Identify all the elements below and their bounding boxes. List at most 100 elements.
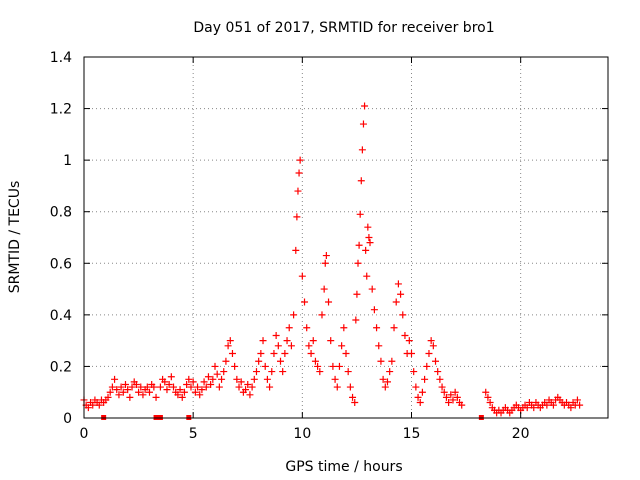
data-point xyxy=(121,380,129,388)
x-tick-label: 10 xyxy=(293,426,311,442)
data-point xyxy=(320,285,328,293)
data-point xyxy=(451,388,459,396)
data-point xyxy=(338,342,346,350)
data-point xyxy=(233,375,241,383)
y-tick-label: 0.8 xyxy=(50,205,72,221)
data-point xyxy=(309,337,317,345)
data-point xyxy=(279,368,287,376)
data-point xyxy=(329,362,337,370)
data-point xyxy=(176,386,184,394)
data-point xyxy=(438,383,446,391)
data-point xyxy=(394,280,402,288)
data-point xyxy=(89,401,97,409)
data-point xyxy=(353,290,361,298)
data-point xyxy=(200,378,208,386)
data-point xyxy=(296,156,304,164)
data-point xyxy=(272,331,280,339)
data-point xyxy=(307,350,315,358)
data-point xyxy=(414,393,422,401)
x-tick-label: 5 xyxy=(189,426,198,442)
data-point xyxy=(321,259,329,267)
data-point xyxy=(377,357,385,365)
y-axis-label: SRMTID / TECUs xyxy=(7,181,23,294)
data-point xyxy=(220,368,228,376)
data-point xyxy=(111,375,119,383)
data-point xyxy=(250,375,258,383)
data-point xyxy=(442,393,450,401)
data-point xyxy=(285,324,293,332)
data-point xyxy=(170,383,178,391)
data-point xyxy=(429,342,437,350)
data-point xyxy=(263,375,271,383)
data-point xyxy=(274,342,282,350)
data-point xyxy=(447,391,455,399)
data-point xyxy=(346,383,354,391)
data-point xyxy=(293,213,301,221)
y-tick-label: 0.2 xyxy=(50,359,72,375)
data-point xyxy=(340,324,348,332)
data-point xyxy=(434,368,442,376)
data-point xyxy=(412,383,420,391)
data-point xyxy=(425,350,433,358)
x-tick-label: 20 xyxy=(512,426,530,442)
data-point xyxy=(482,388,490,396)
data-point xyxy=(277,357,284,365)
data-point xyxy=(295,169,303,177)
data-point xyxy=(421,375,429,383)
data-point xyxy=(364,223,372,231)
x-tick-label: 0 xyxy=(80,426,89,442)
data-point xyxy=(573,396,581,404)
data-point xyxy=(365,234,373,241)
data-point xyxy=(401,331,409,339)
data-point xyxy=(358,146,366,154)
data-point xyxy=(362,246,370,254)
data-point xyxy=(567,404,575,412)
data-point xyxy=(373,324,381,332)
data-point xyxy=(418,388,426,396)
data-point xyxy=(305,342,313,350)
data-point xyxy=(161,378,169,386)
data-point xyxy=(436,375,444,383)
data-point xyxy=(453,393,461,401)
data-point xyxy=(449,396,457,404)
data-point xyxy=(333,383,341,391)
y-tick-label: 0.4 xyxy=(50,308,72,324)
data-point xyxy=(135,388,143,396)
data-point xyxy=(213,370,221,378)
data-point xyxy=(117,383,125,391)
data-point xyxy=(189,378,197,386)
axis-ticks: 0 5 10 15 20 0 0.2 0.4 0.6 0.8 1 1.2 1.4 xyxy=(50,50,608,442)
data-point xyxy=(368,285,376,293)
data-point xyxy=(137,383,145,391)
data-point xyxy=(445,399,453,407)
data-point xyxy=(156,383,164,391)
data-point xyxy=(124,386,132,394)
data-point xyxy=(432,357,440,365)
data-point xyxy=(191,388,199,396)
data-point xyxy=(458,401,466,409)
data-point xyxy=(392,298,400,306)
data-point xyxy=(259,337,267,345)
y-tick-label: 0.6 xyxy=(50,256,72,272)
data-point xyxy=(235,383,243,391)
data-point xyxy=(261,362,269,370)
data-point xyxy=(95,401,103,409)
y-tick-label: 0 xyxy=(63,411,72,427)
data-point xyxy=(202,383,210,391)
data-point xyxy=(390,324,398,332)
data-point xyxy=(523,404,531,412)
data-points xyxy=(80,102,584,420)
data-point xyxy=(115,391,123,399)
plot-frame xyxy=(83,56,609,419)
data-point xyxy=(351,399,359,407)
data-point xyxy=(257,350,265,358)
y-tick-label: 1.4 xyxy=(50,50,72,66)
data-point xyxy=(292,246,300,254)
data-point xyxy=(231,362,239,370)
data-point xyxy=(440,388,448,396)
data-point xyxy=(248,383,256,391)
data-point xyxy=(119,388,127,396)
data-point xyxy=(237,378,245,386)
data-point xyxy=(318,311,326,319)
